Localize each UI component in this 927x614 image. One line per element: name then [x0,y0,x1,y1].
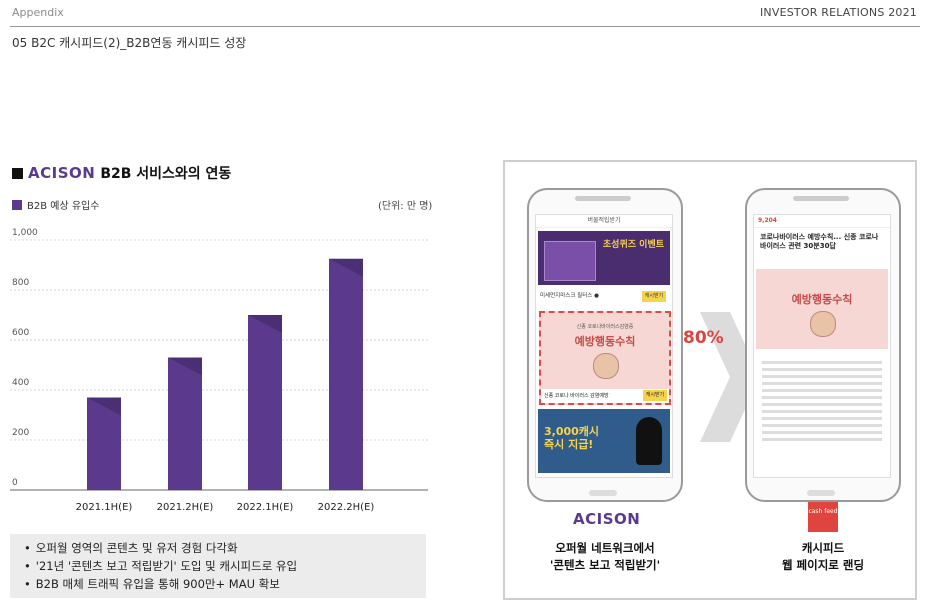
summary-box: 오퍼월 영역의 콘텐츠 및 유저 경험 다각화 '21년 '콘텐츠 보고 적립받… [10,534,426,598]
x-tick-label: 2022.1H(E) [237,502,294,513]
bar-shade [329,258,363,277]
cashfeed-logo: cash feed [808,502,838,532]
right-caption-line1: 캐시피드 [801,541,845,555]
chart-legend: B2B 예상 유입수 [12,197,99,212]
bullet-item: B2B 매체 트래픽 유입을 통해 900만+ MAU 확보 [24,575,426,593]
article-title: 코로나바이러스 예방수칙... 신종 코로나바이러스 관련 30분30답 [760,233,879,250]
quiz-banner[interactable]: 초성퀴즈 이벤트 [538,231,670,285]
cash-ad-text: 3,000캐시 즉시 지급! [544,425,599,451]
phone-screen: 9,204 코로나바이러스 예방수칙... 신종 코로나바이러스 관련 30분3… [753,214,891,478]
screen-topbar: 9,204 [754,215,890,228]
square-bullet-icon [12,167,23,179]
mask-face-icon [593,353,619,379]
phone-offerwall: 버물적립받기 초성퀴즈 이벤트 미세먼지마스크 필터스 ● 캐시받기 신종 코로… [527,188,683,502]
phone-home-bar [807,490,835,496]
page-subtitle: 05 B2C 캐시피드(2)_B2B연동 캐시피드 성장 [12,36,247,50]
left-caption-line1: 오퍼월 네트워크에서 [555,541,655,555]
x-tick-label: 2021.2H(E) [157,502,214,513]
right-caption: 캐시피드 웹 페이지로 랜딩 [743,540,903,574]
bar-shade [168,357,202,376]
cash-button[interactable]: 캐시받기 [643,390,667,401]
mask-face-icon [810,311,836,337]
conversion-percent: 80% [683,328,724,348]
section-title-text: B2B 서비스와의 연동 [100,166,232,182]
bar-chart: 0 200 400 600 800 1,000 2021.1H(E) 2021.2H(E) 20… [10,228,428,513]
cash-count: 9,204 [758,217,777,224]
bullet-item: 오퍼월 영역의 콘텐츠 및 유저 경험 다각화 [24,539,426,557]
article-body [762,357,882,445]
y-tick-label: 800 [12,278,29,288]
legend-swatch [12,199,22,210]
phone-screen: 버물적립받기 초성퀴즈 이벤트 미세먼지마스크 필터스 ● 캐시받기 신종 코로… [535,214,673,478]
bar-shade [87,397,121,416]
screen-topbar: 버물적립받기 [536,215,672,228]
person-image [636,417,662,465]
cash-ad-line1: 3,000캐시 [544,425,600,438]
left-caption-line2: '콘텐츠 보고 적립받기' [549,558,661,572]
bar [329,258,363,490]
bar-shade [248,315,282,333]
section-title: ACISON B2B 서비스와의 연동 [12,163,231,183]
phone-notch [793,196,849,201]
cash-ad-line2: 즉시 지급! [544,438,594,451]
promo-bottom-text: 신종 코로나 바이러스 감염예방 [544,393,609,399]
y-tick-label: 0 [12,478,18,488]
offer-row-text: 미세먼지마스크 필터스 ● [540,293,599,299]
acison-logo: ACISON [28,164,96,182]
highlighted-promo[interactable]: 신종 코로나바이러스감염증 예방행동수칙 신종 코로나 바이러스 감염예방 캐시… [539,311,671,405]
header-divider [10,26,920,27]
header-appendix: Appendix [12,6,64,19]
header-ir-title: INVESTOR RELATIONS 2021 [759,6,917,19]
quiz-title: 초성퀴즈 이벤트 [602,240,664,250]
phone-home-bar [589,490,617,496]
y-tick-label: 1,000 [12,228,38,238]
bullet-item: '21년 '콘텐츠 보고 적립받기' 도입 및 캐시피드로 유입 [24,557,426,575]
banner-title: 예방행동수칙 [791,293,853,306]
left-caption: 오퍼월 네트워크에서 '콘텐츠 보고 적립받기' [525,540,685,574]
flow-illustration-panel: 버물적립받기 초성퀴즈 이벤트 미세먼지마스크 필터스 ● 캐시받기 신종 코로… [503,160,917,600]
x-tick-label: 2022.2H(E) [318,502,375,513]
bar [248,315,282,490]
acison-logo: ACISON [573,510,641,528]
bar [87,397,121,490]
y-tick-label: 600 [12,328,29,338]
right-caption-line2: 웹 페이지로 랜딩 [781,558,865,572]
x-tick-label: 2021.1H(E) [76,502,133,513]
phone-cashfeed: 9,204 코로나바이러스 예방수칙... 신종 코로나바이러스 관련 30분3… [745,188,901,502]
promo-subtitle: 신종 코로나바이러스감염증 [576,324,634,330]
cash-button[interactable]: 캐시받기 [642,291,666,302]
article-banner: 예방행동수칙 [756,269,888,349]
promo-title: 예방행동수칙 [574,335,636,348]
promo-bottom: 신종 코로나 바이러스 감염예방 캐시받기 [541,389,669,403]
bar [168,357,202,490]
phone-notch [575,196,631,201]
card-image [544,241,596,281]
offer-row[interactable]: 미세먼지마스크 필터스 ● 캐시받기 [540,291,668,305]
y-tick-label: 200 [12,428,29,438]
chart-unit: (단위: 만 명) [378,201,433,212]
legend-label: B2B 예상 유입수 [27,201,100,212]
y-tick-label: 400 [12,378,29,388]
cash-ad-banner[interactable]: 3,000캐시 즉시 지급! [538,409,670,473]
